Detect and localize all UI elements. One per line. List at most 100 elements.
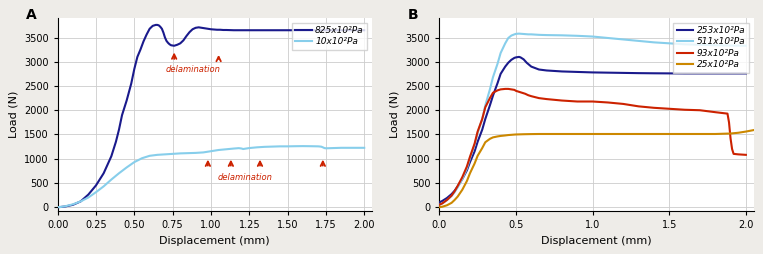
- 511x10²Pa: [438, 202, 447, 205]
- 93x10²Pa: [488, 91, 497, 94]
- 10x10²Pa: [168, 152, 177, 155]
- 253x10²Pa: [680, 72, 689, 75]
- 25x10²Pa: [710, 133, 720, 136]
- 253x10²Pa: [438, 199, 447, 202]
- 93x10²Pa: [453, 184, 462, 187]
- Legend: 825x10²Pa, 10x10²Pa: 825x10²Pa, 10x10²Pa: [291, 23, 367, 50]
- 511x10²Pa: [504, 37, 513, 40]
- 93x10²Pa: [734, 153, 743, 156]
- 253x10²Pa: [510, 56, 519, 59]
- 511x10²Pa: [496, 52, 505, 55]
- 511x10²Pa: [510, 33, 519, 36]
- 25x10²Pa: [680, 133, 689, 136]
- 511x10²Pa: [488, 76, 497, 79]
- 253x10²Pa: [465, 161, 475, 164]
- 511x10²Pa: [588, 35, 597, 38]
- 511x10²Pa: [619, 38, 628, 41]
- 253x10²Pa: [565, 70, 575, 73]
- Text: B: B: [408, 8, 419, 22]
- 511x10²Pa: [634, 39, 643, 42]
- 93x10²Pa: [501, 87, 510, 90]
- 25x10²Pa: [511, 133, 520, 136]
- 10x10²Pa: [306, 145, 315, 148]
- 253x10²Pa: [534, 68, 543, 71]
- 253x10²Pa: [470, 150, 479, 153]
- 511x10²Pa: [557, 34, 566, 37]
- Text: delamination: delamination: [165, 65, 220, 74]
- 93x10²Pa: [588, 100, 597, 103]
- 10x10²Pa: [318, 146, 327, 149]
- 10x10²Pa: [175, 152, 185, 155]
- 511x10²Pa: [534, 33, 543, 36]
- 93x10²Pa: [496, 88, 505, 91]
- 10x10²Pa: [69, 203, 78, 206]
- 25x10²Pa: [485, 137, 494, 140]
- 25x10²Pa: [557, 133, 566, 136]
- 10x10²Pa: [253, 146, 262, 149]
- 10x10²Pa: [291, 145, 300, 148]
- Line: 25x10²Pa: 25x10²Pa: [439, 130, 754, 207]
- 253x10²Pa: [447, 193, 456, 196]
- 93x10²Pa: [504, 87, 513, 90]
- 253x10²Pa: [526, 65, 536, 68]
- 10x10²Pa: [234, 147, 243, 150]
- Line: 10x10²Pa: 10x10²Pa: [58, 146, 364, 207]
- 825x10²Pa: [188, 28, 197, 31]
- Line: 93x10²Pa: 93x10²Pa: [439, 89, 746, 205]
- 511x10²Pa: [573, 34, 582, 37]
- 253x10²Pa: [573, 70, 582, 73]
- 825x10²Pa: [53, 206, 63, 209]
- 25x10²Pa: [458, 188, 467, 191]
- 253x10²Pa: [588, 71, 597, 74]
- 93x10²Pa: [470, 142, 479, 145]
- 511x10²Pa: [450, 191, 459, 194]
- 253x10²Pa: [478, 128, 487, 131]
- 253x10²Pa: [496, 72, 505, 75]
- 825x10²Pa: [145, 27, 154, 30]
- 10x10²Pa: [198, 151, 208, 154]
- 93x10²Pa: [520, 92, 530, 95]
- 10x10²Pa: [245, 147, 254, 150]
- 93x10²Pa: [573, 100, 582, 103]
- 93x10²Pa: [450, 190, 459, 193]
- 253x10²Pa: [742, 72, 751, 75]
- 93x10²Pa: [727, 148, 736, 151]
- 93x10²Pa: [481, 106, 490, 109]
- 93x10²Pa: [511, 89, 520, 92]
- 93x10²Pa: [478, 117, 487, 120]
- 25x10²Pa: [450, 198, 459, 201]
- 253x10²Pa: [435, 201, 444, 204]
- 511x10²Pa: [511, 32, 520, 35]
- 511x10²Pa: [742, 44, 751, 47]
- 25x10²Pa: [465, 172, 475, 175]
- 25x10²Pa: [435, 206, 444, 209]
- 253x10²Pa: [458, 178, 467, 181]
- 25x10²Pa: [649, 133, 658, 136]
- 511x10²Pa: [458, 178, 467, 181]
- 93x10²Pa: [435, 203, 444, 206]
- 511x10²Pa: [649, 41, 658, 44]
- 10x10²Pa: [268, 145, 277, 148]
- 93x10²Pa: [473, 130, 482, 133]
- 93x10²Pa: [510, 88, 519, 91]
- 253x10²Pa: [443, 196, 452, 199]
- 93x10²Pa: [680, 108, 689, 111]
- 253x10²Pa: [450, 189, 459, 192]
- 10x10²Pa: [317, 145, 326, 148]
- 10x10²Pa: [92, 191, 101, 194]
- 511x10²Pa: [453, 186, 462, 189]
- 25x10²Pa: [453, 195, 462, 198]
- 25x10²Pa: [447, 201, 456, 204]
- Legend: 253x10²Pa, 511x10²Pa, 93x10²Pa, 25x10²Pa: 253x10²Pa, 511x10²Pa, 93x10²Pa, 25x10²Pa: [673, 23, 749, 73]
- 10x10²Pa: [320, 147, 329, 150]
- 93x10²Pa: [447, 194, 456, 197]
- 93x10²Pa: [514, 90, 523, 93]
- 253x10²Pa: [522, 61, 531, 64]
- 93x10²Pa: [542, 98, 551, 101]
- 253x10²Pa: [710, 72, 720, 75]
- 253x10²Pa: [634, 72, 643, 75]
- 253x10²Pa: [581, 71, 590, 74]
- 25x10²Pa: [526, 133, 536, 136]
- 511x10²Pa: [493, 62, 502, 65]
- 10x10²Pa: [336, 146, 346, 149]
